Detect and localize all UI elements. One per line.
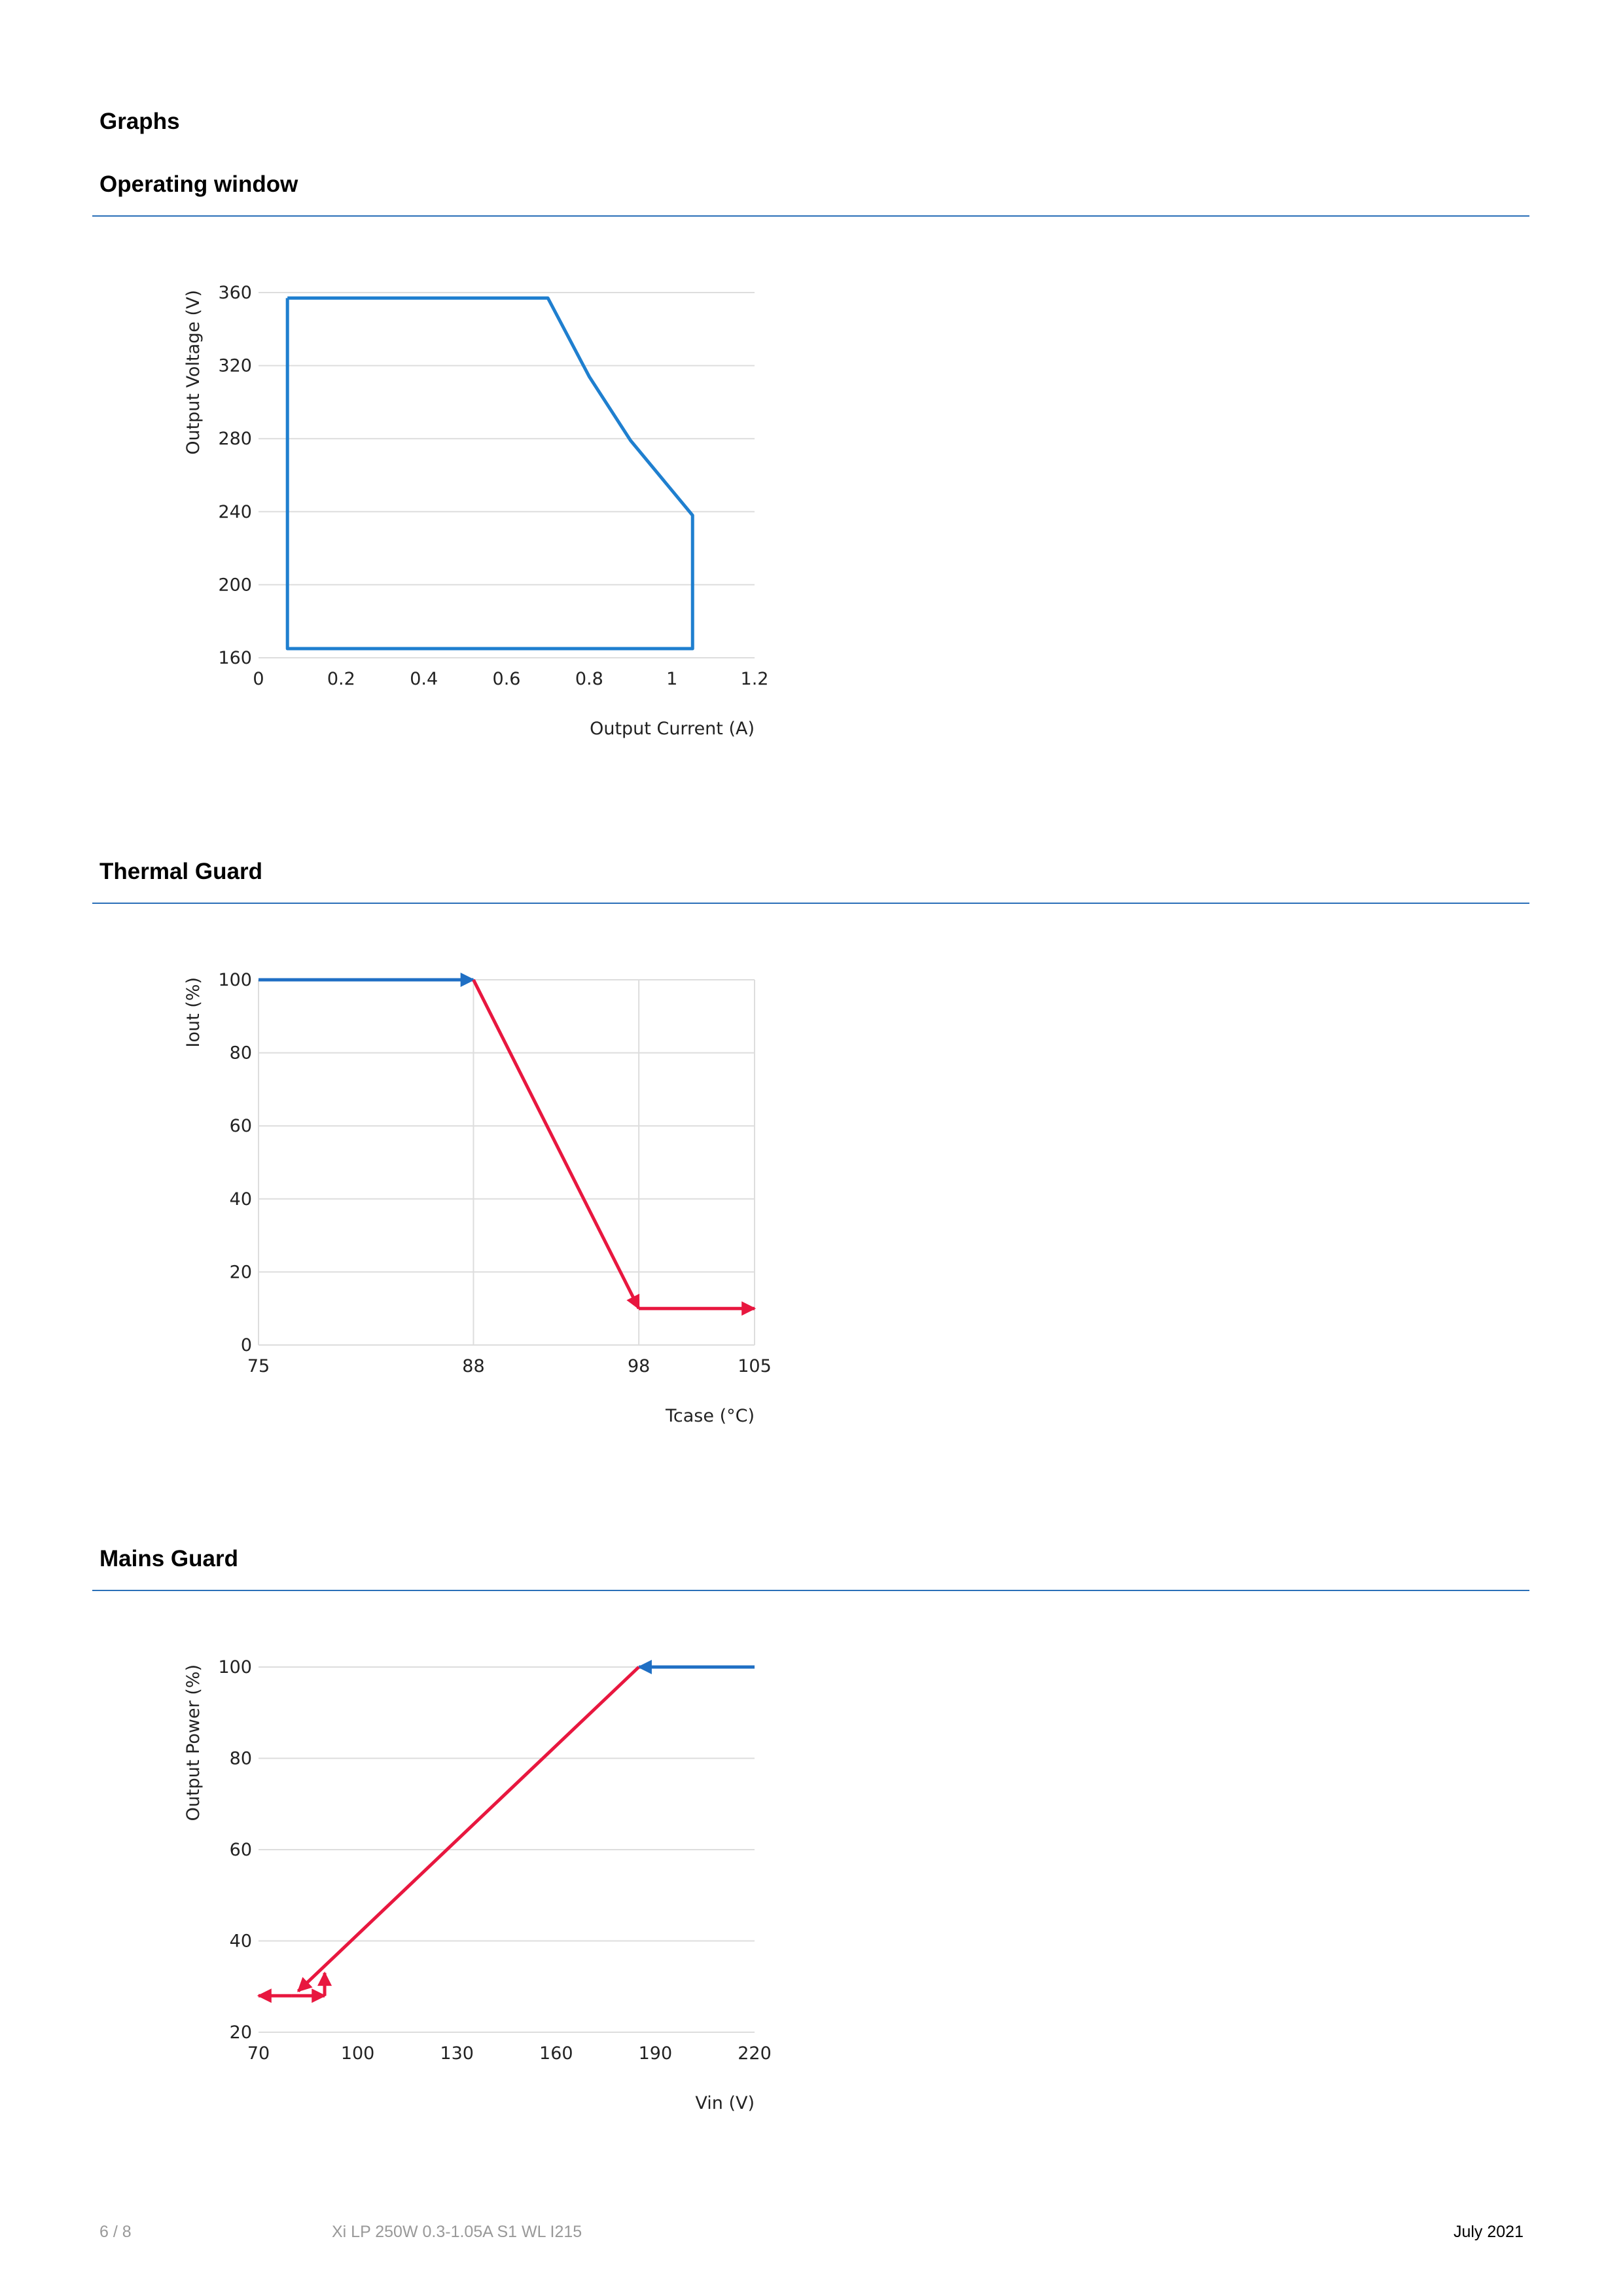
page-heading: Graphs xyxy=(99,109,180,134)
x-tick-label: 0.8 xyxy=(575,669,603,689)
y-tick-label: 360 xyxy=(218,283,252,303)
y-tick-label: 160 xyxy=(218,648,252,668)
y-tick-label: 200 xyxy=(218,575,252,595)
x-tick-label: 130 xyxy=(440,2043,474,2064)
y-tick-label: 240 xyxy=(218,502,252,522)
y-tick-label: 100 xyxy=(218,970,252,990)
section-title: Thermal Guard xyxy=(99,859,262,884)
x-tick-label: 220 xyxy=(738,2043,772,2064)
x-tick-label: 100 xyxy=(341,2043,375,2064)
x-tick-label: 0.6 xyxy=(493,669,521,689)
x-tick-label: 1 xyxy=(666,669,677,689)
x-tick-label: 88 xyxy=(462,1356,484,1376)
x-axis-label: Vin (V) xyxy=(695,2093,755,2113)
y-tick-label: 320 xyxy=(218,356,252,376)
x-tick-label: 160 xyxy=(539,2043,573,2064)
y-tick-label: 40 xyxy=(230,1931,252,1952)
series-line xyxy=(472,978,641,1310)
x-tick-label: 70 xyxy=(247,2043,270,2064)
y-axis-label: Output Voltage (V) xyxy=(183,290,204,455)
y-tick-label: 60 xyxy=(230,1116,252,1136)
x-tick-label: 190 xyxy=(639,2043,673,2064)
y-tick-label: 80 xyxy=(230,1749,252,1769)
product-name: Xi LP 250W 0.3-1.05A S1 WL I215 xyxy=(332,2223,582,2241)
date: July 2021 xyxy=(1454,2223,1524,2241)
x-tick-label: 98 xyxy=(628,1356,650,1376)
y-tick-label: 0 xyxy=(241,1335,252,1355)
y-axis-label: Output Power (%) xyxy=(183,1664,204,1821)
y-tick-label: 100 xyxy=(218,1657,252,1677)
section-title: Operating window xyxy=(99,171,298,197)
x-axis-label: Output Current (A) xyxy=(590,719,755,739)
y-tick-label: 280 xyxy=(218,429,252,449)
x-tick-label: 0 xyxy=(253,669,264,689)
x-tick-label: 0.2 xyxy=(327,669,355,689)
section-title: Mains Guard xyxy=(99,1546,238,1571)
y-tick-label: 20 xyxy=(230,2022,252,2043)
y-tick-label: 20 xyxy=(230,1262,252,1282)
x-tick-label: 75 xyxy=(247,1356,270,1376)
x-axis-label: Tcase (°C) xyxy=(665,1406,755,1426)
series-line xyxy=(285,296,694,651)
x-tick-label: 1.2 xyxy=(741,669,769,689)
y-tick-label: 80 xyxy=(230,1043,252,1064)
x-tick-label: 0.4 xyxy=(410,669,438,689)
y-tick-label: 60 xyxy=(230,1840,252,1860)
y-axis-label: Iout (%) xyxy=(183,977,204,1048)
page-number: 6 / 8 xyxy=(99,2223,132,2241)
y-tick-label: 40 xyxy=(230,1189,252,1210)
series-line xyxy=(296,1666,640,1993)
x-tick-label: 105 xyxy=(738,1356,772,1376)
